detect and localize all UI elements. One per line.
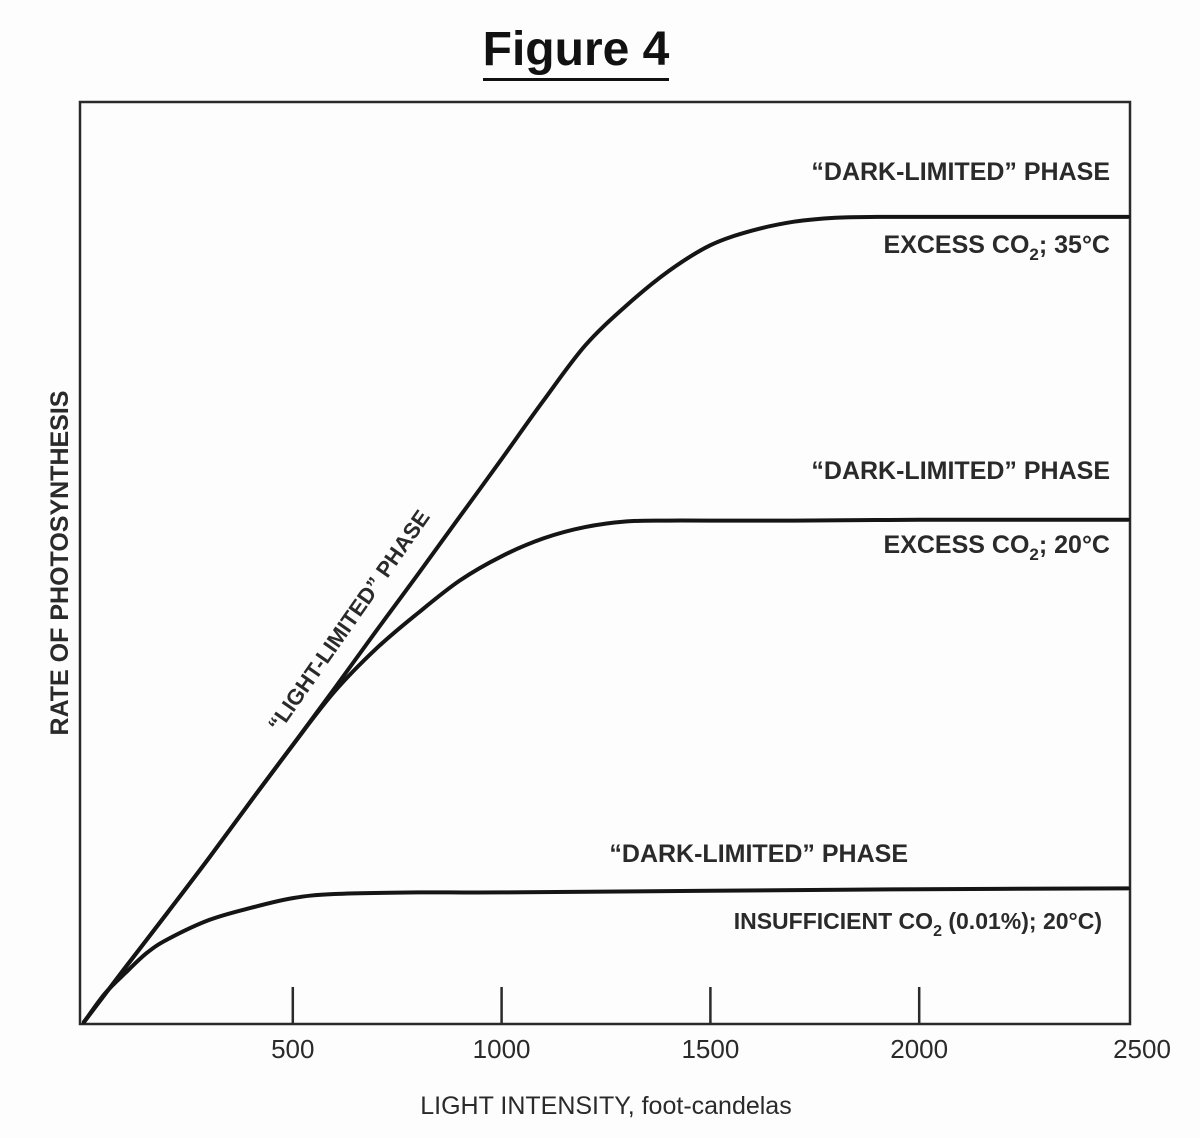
figure-title: Figure 4	[0, 22, 1152, 81]
series-3-condition: INSUFFICIENT CO2 (0.01%); 20°C)	[734, 908, 1102, 940]
series-line-3	[82, 886, 1130, 1024]
x-ticks: 500 1000 1500 2000 2500	[271, 987, 1171, 1064]
series-lines	[82, 214, 1130, 1024]
series-3-phase-label: “DARK-LIMITED” PHASE	[609, 840, 908, 868]
series-line-1	[82, 214, 1130, 1024]
x-tick-label: 1500	[681, 1034, 739, 1064]
plot-frame	[78, 100, 1132, 1026]
series-2-condition: EXCESS CO2; 20°C	[884, 531, 1110, 564]
series-line-2	[82, 517, 1130, 1024]
x-tick-label: 2000	[890, 1034, 948, 1064]
series-1-condition: EXCESS CO2; 35°C	[884, 231, 1110, 264]
x-tick-label: 500	[271, 1034, 314, 1064]
series-1-phase-label: “DARK-LIMITED” PHASE	[811, 158, 1110, 186]
y-axis-title: RATE OF PHOTOSYNTHESIS	[46, 391, 74, 736]
figure-title-text: Figure 4	[482, 23, 670, 81]
x-tick-label: 2500	[1113, 1034, 1171, 1064]
x-tick-label: 1000	[473, 1034, 531, 1064]
x-axis-title: LIGHT INTENSITY, foot-candelas	[420, 1092, 791, 1120]
series-2-phase-label: “DARK-LIMITED” PHASE	[811, 457, 1110, 485]
